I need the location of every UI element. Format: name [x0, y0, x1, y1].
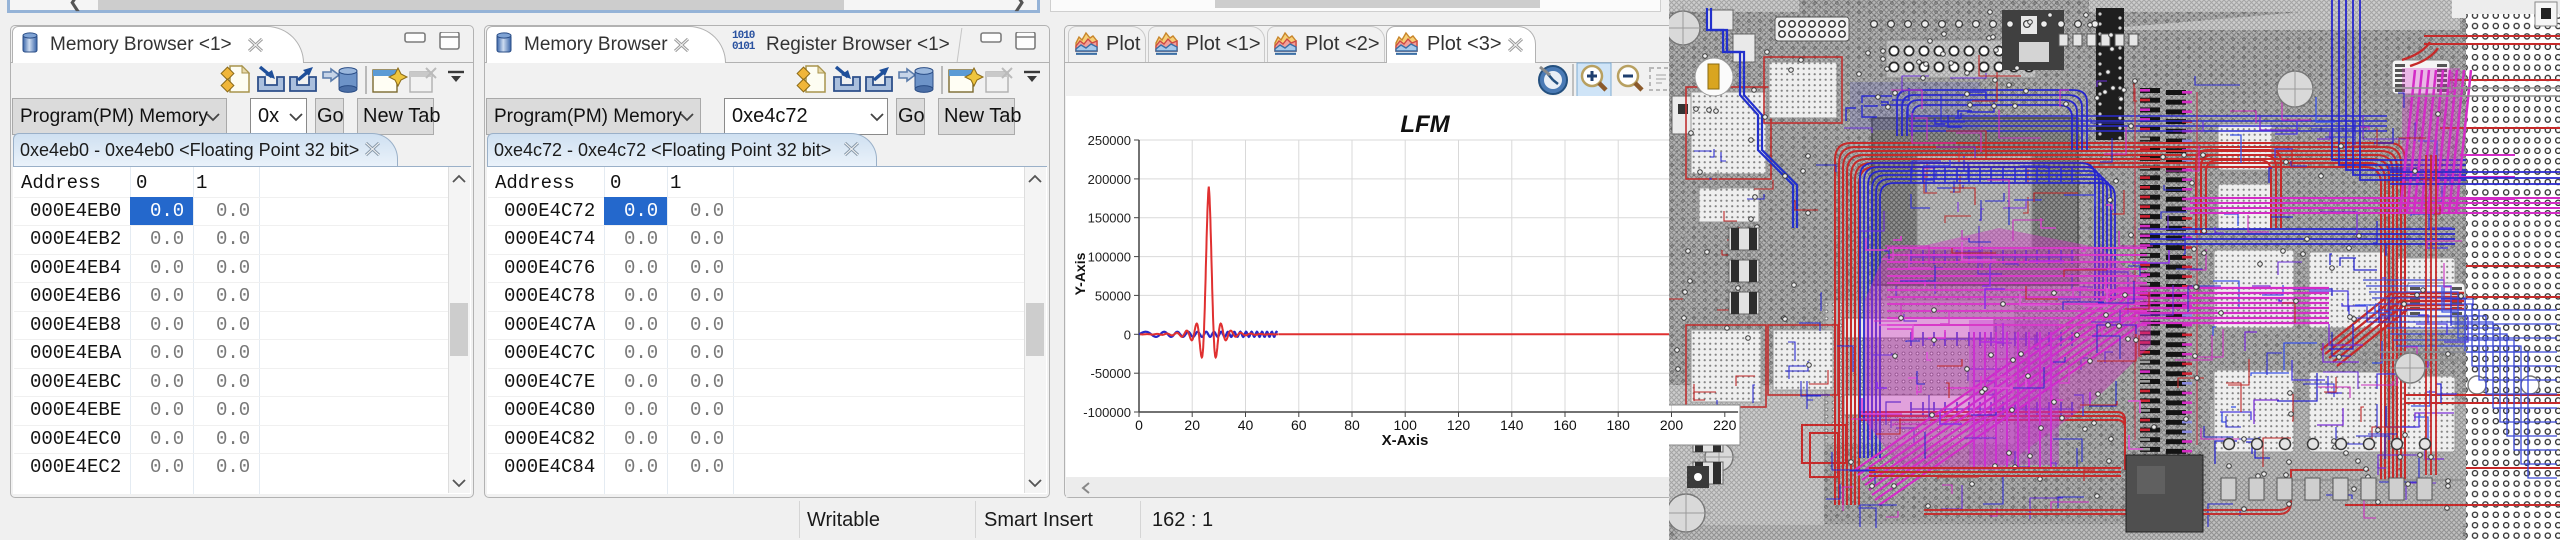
svg-text:40: 40 — [1238, 417, 1254, 433]
svg-text:20: 20 — [1184, 417, 1200, 433]
svg-text:120: 120 — [1447, 417, 1471, 433]
svg-text:180: 180 — [1607, 417, 1631, 433]
svg-text:0: 0 — [1124, 327, 1131, 342]
svg-text:LFM: LFM — [1400, 111, 1450, 138]
svg-text:140: 140 — [1500, 417, 1524, 433]
svg-text:200: 200 — [1660, 417, 1684, 433]
svg-text:200000: 200000 — [1088, 172, 1131, 187]
svg-text:50000: 50000 — [1095, 288, 1131, 303]
svg-text:80: 80 — [1344, 417, 1360, 433]
svg-text:100: 100 — [1394, 417, 1418, 433]
svg-text:220: 220 — [1713, 417, 1737, 433]
svg-text:-100000: -100000 — [1083, 405, 1131, 420]
svg-text:60: 60 — [1291, 417, 1307, 433]
svg-text:150000: 150000 — [1088, 211, 1131, 226]
svg-text:250000: 250000 — [1088, 133, 1131, 148]
svg-text:Y-Axis: Y-Axis — [1072, 252, 1088, 295]
svg-text:100000: 100000 — [1088, 250, 1131, 265]
svg-text:0: 0 — [1135, 417, 1143, 433]
svg-text:-50000: -50000 — [1091, 366, 1131, 381]
svg-text:160: 160 — [1553, 417, 1577, 433]
svg-text:X-Axis: X-Axis — [1382, 432, 1429, 449]
